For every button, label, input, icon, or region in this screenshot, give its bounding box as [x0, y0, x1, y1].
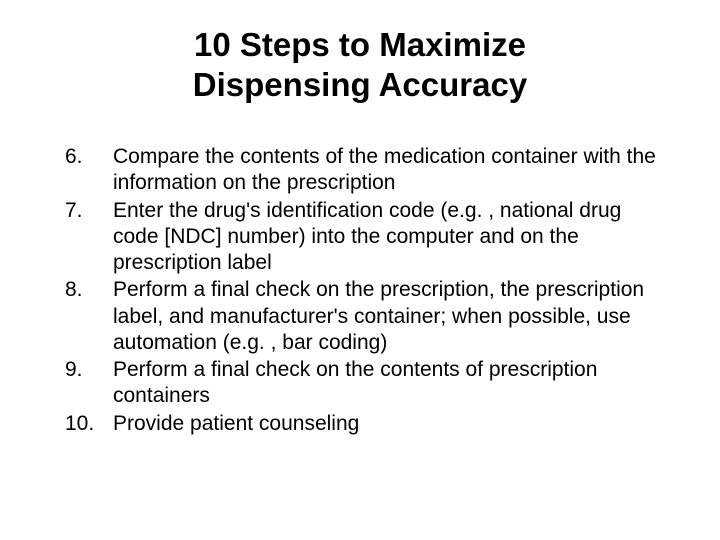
list-item: 7. Enter the drug's identification code …	[65, 198, 670, 277]
list-text: Enter the drug's identification code (e.…	[113, 198, 670, 277]
list-item: 10. Provide patient counseling	[65, 411, 670, 437]
list-text: Perform a final check on the contents of…	[113, 357, 670, 410]
title-line-1: 10 Steps to Maximize	[50, 25, 670, 65]
list-number: 7.	[65, 198, 113, 277]
title-line-2: Dispensing Accuracy	[50, 65, 670, 105]
list-text: Provide patient counseling	[113, 411, 670, 437]
list-item: 8. Perform a final check on the prescrip…	[65, 277, 670, 356]
steps-list: 6. Compare the contents of the medicatio…	[50, 144, 670, 437]
list-number: 6.	[65, 144, 113, 197]
list-number: 9.	[65, 357, 113, 410]
page-title: 10 Steps to Maximize Dispensing Accuracy	[50, 25, 670, 104]
list-text: Perform a final check on the prescriptio…	[113, 277, 670, 356]
list-number: 8.	[65, 277, 113, 356]
list-item: 6. Compare the contents of the medicatio…	[65, 144, 670, 197]
list-number: 10.	[65, 411, 113, 437]
list-item: 9. Perform a final check on the contents…	[65, 357, 670, 410]
list-text: Compare the contents of the medication c…	[113, 144, 670, 197]
